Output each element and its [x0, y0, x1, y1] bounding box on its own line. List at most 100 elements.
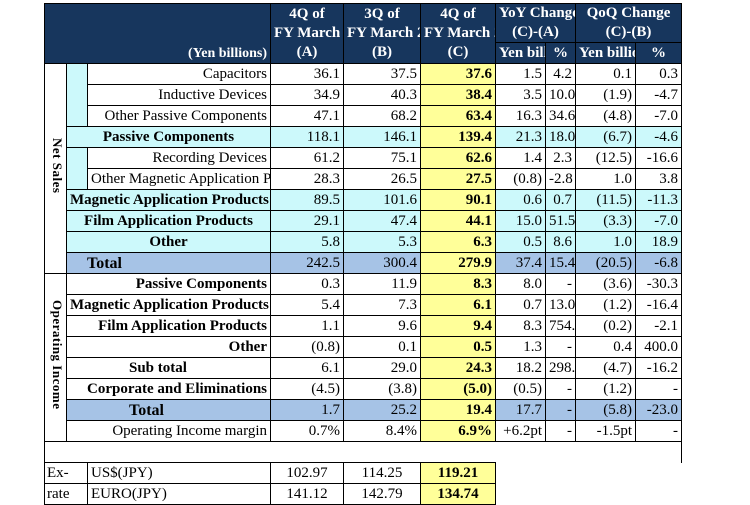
qoq-value: 1.0: [575, 168, 636, 190]
net-sales-row: Inductive Devices 34.9 40.3 38.4 3.5 10.…: [45, 84, 683, 106]
net-sales-row: Recording Devices 61.2 75.1 62.6 1.4 2.3…: [45, 147, 683, 190]
value-a: 0.7%: [270, 420, 344, 442]
net-sales-section-label: Net Sales: [44, 63, 67, 274]
qoq-value: (1.2): [575, 294, 636, 316]
value-a: 5.4: [270, 294, 344, 316]
row-label: Sub total: [66, 357, 271, 379]
qoq-value: 0.1: [575, 63, 636, 85]
qoq-value: (5.8): [575, 399, 636, 421]
value-b: 300.4: [343, 252, 421, 274]
net-sales-subtotal-row: Magnetic Application Products 89.5 101.6…: [44, 189, 683, 211]
qoq-pct: -30.3: [634, 273, 683, 295]
table-gap: [43, 441, 683, 463]
op-income-row: Magnetic Application Products 5.4 7.3 6.…: [45, 294, 683, 316]
value-b: (3.8): [343, 378, 421, 400]
yoy-pct: 51.5: [545, 210, 576, 232]
yoy-pct: -: [545, 336, 576, 358]
rate-b: 142.79: [343, 483, 421, 505]
value-b: 26.5: [343, 168, 421, 190]
value-c: 6.3: [420, 231, 496, 253]
row-label: Other Passive Components: [87, 105, 271, 127]
yoy-value: +6.2pt: [495, 420, 546, 442]
yoy-pct: 2.3: [545, 147, 576, 169]
qoq-value: (4.7): [575, 357, 636, 379]
qoq-pct: -: [634, 420, 683, 442]
row-label: Operating Income margin: [66, 420, 271, 442]
qoq-pct: 18.9: [634, 231, 683, 253]
header-subrow: Yen billions % Yen billions %: [45, 42, 683, 64]
value-c: 139.4: [420, 126, 496, 148]
yoy-value: 0.7: [495, 294, 546, 316]
yoy-value: (0.8): [495, 168, 546, 190]
rate-a: 141.12: [270, 483, 344, 505]
qoq-pct: -7.0: [634, 105, 683, 127]
qoq-value: (3.3): [575, 210, 636, 232]
qoq-value: (6.7): [575, 126, 636, 148]
value-a: 118.1: [270, 126, 344, 148]
op-income-row: Corporate and Eliminations (4.5) (3.8) (…: [45, 378, 683, 400]
row-label: Film Application Products: [66, 315, 271, 337]
qoq-value: (12.5): [575, 147, 636, 169]
yoy-header: YoY Change (C)-(A): [495, 3, 576, 43]
qoq-yen-header: Yen billions: [575, 42, 636, 64]
value-b: 7.3: [343, 294, 421, 316]
yoy-value: 1.5: [495, 63, 546, 85]
exchange-rate-row: rate EURO(JPY) 141.12 142.79 134.74: [44, 483, 682, 505]
value-c: 8.3: [420, 273, 496, 295]
qoq-pct: -7.0: [634, 210, 683, 232]
yoy-value: (0.5): [495, 378, 546, 400]
qoq-value: (4.8): [575, 105, 636, 127]
yoy-value: 1.4: [495, 147, 546, 169]
exchange-rate-side-label: rate: [44, 483, 88, 505]
blank-cell: [496, 463, 682, 484]
value-c: 19.4: [420, 399, 496, 421]
yoy-pct: -: [545, 399, 576, 421]
qoq-pct: -16.4: [634, 294, 683, 316]
value-b: 146.1: [343, 126, 421, 148]
qoq-value: (1.9): [575, 84, 636, 106]
yoy-pct: -: [545, 420, 576, 442]
qoq-pct: -2.1: [634, 315, 683, 337]
value-c: 38.4: [420, 84, 496, 106]
value-b: 11.9: [343, 273, 421, 295]
row-label: Magnetic Application Products: [66, 294, 271, 316]
value-a: 242.5: [270, 252, 344, 274]
row-label: Inductive Devices: [87, 84, 271, 106]
indent-spacer: [66, 147, 88, 190]
row-label: Other: [66, 336, 271, 358]
value-b: 5.3: [343, 231, 421, 253]
qoq-value: -1.5pt: [575, 420, 636, 442]
yoy-value: 15.0: [495, 210, 546, 232]
op-income-row: Sub total 6.1 29.0 24.3 18.2 298.4 (4.7)…: [45, 357, 683, 379]
value-b: 40.3: [343, 84, 421, 106]
value-c: 6.1: [420, 294, 496, 316]
qoq-pct: -: [634, 378, 683, 400]
value-c: 0.5: [420, 336, 496, 358]
exchange-rate-side-label: Ex-: [44, 462, 88, 484]
qoq-pct: 400.0: [634, 336, 683, 358]
yoy-value: 8.0: [495, 273, 546, 295]
value-c: 279.9: [420, 252, 496, 274]
yoy-value: 3.5: [495, 84, 546, 106]
qoq-pct-header: %: [634, 42, 683, 64]
qoq-pct: -23.0: [634, 399, 683, 421]
yoy-pct-header: %: [545, 42, 576, 64]
yoy-pct: 4.2: [545, 63, 576, 85]
qoq-pct: -16.2: [634, 357, 683, 379]
yoy-pct: -2.8: [545, 168, 576, 190]
net-sales-row: Net Sales Capacitors 36.1 37.5 37.6 1.5 …: [44, 63, 683, 274]
qoq-pct: -11.3: [634, 189, 683, 211]
row-label: Capacitors: [87, 63, 271, 85]
value-c: 6.9%: [420, 420, 496, 442]
yoy-pct: 754.5: [545, 315, 576, 337]
qoq-value: (20.5): [575, 252, 636, 274]
op-margin-row: Operating Income margin 0.7% 8.4% 6.9% +…: [45, 420, 683, 442]
value-c: 37.6: [420, 63, 496, 85]
qoq-value: (11.5): [575, 189, 636, 211]
op-income-row: Other (0.8) 0.1 0.5 1.3 - 0.4 400.0: [45, 336, 683, 358]
operating-income-section-label: Operating Income: [44, 273, 67, 442]
yoy-value: 18.2: [495, 357, 546, 379]
